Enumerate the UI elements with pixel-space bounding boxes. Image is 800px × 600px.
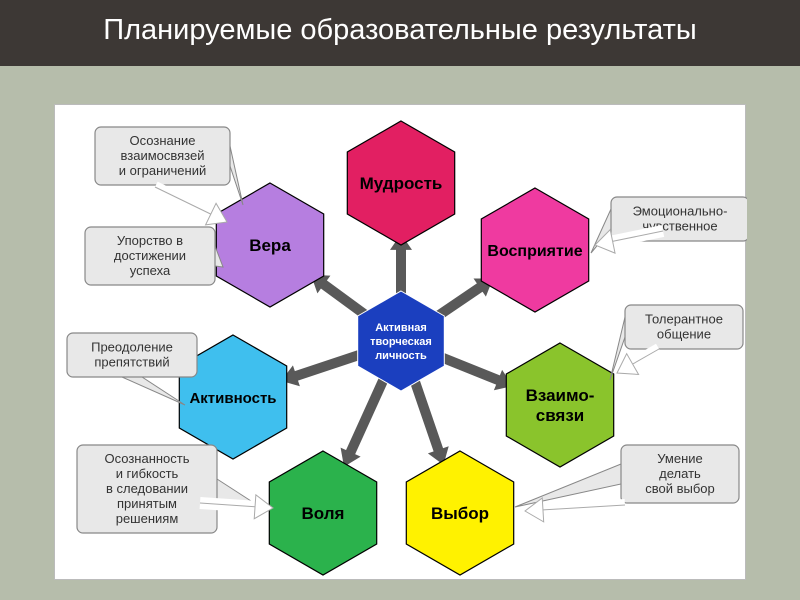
svg-text:общение: общение bbox=[657, 327, 711, 342]
callout-c4: Осознанностьи гибкостьв следованиипринят… bbox=[77, 445, 265, 533]
hex-wisdom: Мудрость bbox=[347, 121, 454, 245]
svg-text:Осознанность: Осознанность bbox=[104, 451, 189, 466]
hex-perception: Восприятие bbox=[481, 188, 588, 312]
svg-text:Толерантное: Толерантное bbox=[645, 312, 723, 327]
callout-c3: Преодолениепрепятствий bbox=[67, 333, 197, 405]
diagram-canvas: Мудрость Восприятие Взаимо-связи Выбор Воля А… bbox=[54, 104, 746, 580]
svg-text:Умение: Умение bbox=[657, 451, 703, 466]
hex-will: Воля bbox=[269, 451, 376, 575]
svg-text:Осознание: Осознание bbox=[130, 133, 196, 148]
hex-faith: Вера bbox=[216, 183, 323, 307]
slide-title: Планируемые образовательные результаты bbox=[0, 0, 800, 66]
slide: Планируемые образовательные результаты М… bbox=[0, 0, 800, 600]
svg-text:Вера: Вера bbox=[249, 236, 291, 255]
svg-text:достижении: достижении bbox=[114, 248, 186, 263]
svg-text:Воля: Воля bbox=[302, 504, 345, 523]
svg-text:Активность: Активность bbox=[189, 390, 276, 407]
callout-c2: Упорство вдостиженииуспеха bbox=[85, 227, 223, 285]
svg-text:делать: делать bbox=[659, 466, 701, 481]
svg-text:Активная: Активная bbox=[375, 322, 427, 334]
svg-text:и гибкость: и гибкость bbox=[116, 466, 179, 481]
svg-text:свой выбор: свой выбор bbox=[645, 481, 715, 496]
svg-text:решениям: решениям bbox=[116, 511, 179, 526]
svg-text:Выбор: Выбор bbox=[431, 504, 489, 523]
svg-text:и ограничений: и ограничений bbox=[119, 163, 206, 178]
svg-text:личность: личность bbox=[375, 350, 427, 362]
hex-relations: Взаимо-связи bbox=[506, 343, 613, 467]
svg-text:взаимосвязей: взаимосвязей bbox=[121, 148, 205, 163]
svg-text:препятствий: препятствий bbox=[94, 355, 169, 370]
svg-text:Преодоление: Преодоление bbox=[91, 340, 173, 355]
svg-text:Взаимо-: Взаимо- bbox=[526, 386, 595, 405]
svg-text:успеха: успеха bbox=[130, 263, 171, 278]
svg-text:в следовании: в следовании bbox=[106, 481, 188, 496]
svg-text:Эмоционально-: Эмоционально- bbox=[633, 204, 728, 219]
svg-text:творческая: творческая bbox=[370, 336, 432, 348]
svg-text:Мудрость: Мудрость bbox=[360, 174, 443, 193]
hex-center: Активная творческая личность bbox=[358, 291, 445, 391]
hex-choice: Выбор bbox=[406, 451, 513, 575]
svg-text:Упорство в: Упорство в bbox=[117, 233, 183, 248]
svg-text:связи: связи bbox=[536, 406, 585, 425]
svg-text:принятым: принятым bbox=[117, 496, 177, 511]
svg-text:Восприятие: Восприятие bbox=[487, 243, 582, 260]
